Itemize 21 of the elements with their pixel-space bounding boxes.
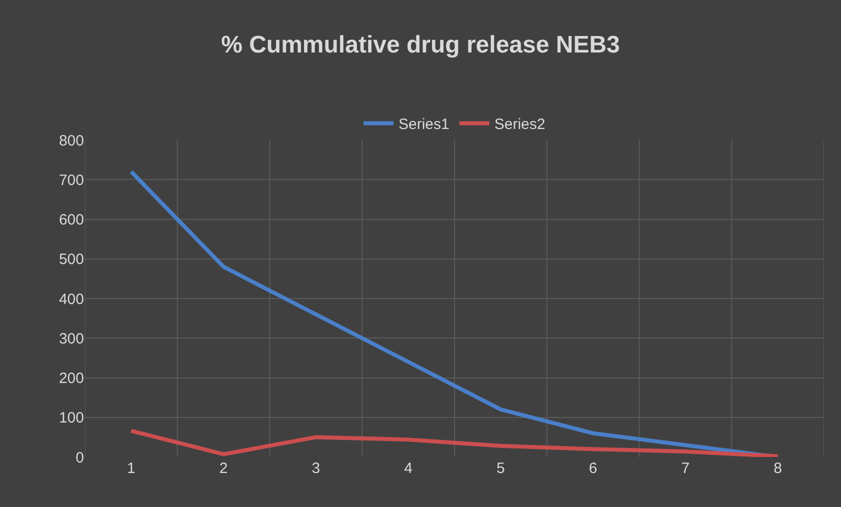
x-tick-label: 1 — [127, 460, 136, 477]
x-tick-label: 5 — [496, 460, 505, 477]
x-tick-label: 4 — [404, 460, 412, 477]
legend-label: Series1 — [398, 116, 450, 134]
y-tick-label: 600 — [58, 212, 84, 228]
x-tick-label: 6 — [588, 460, 598, 477]
x-tick-label: 2 — [219, 460, 228, 477]
x-tick-label: 3 — [312, 460, 320, 477]
chart-title: % Cummulative drug release NEB3 — [221, 31, 620, 58]
y-tick-label: 300 — [58, 330, 84, 348]
y-tick-label: 700 — [58, 172, 84, 189]
y-tick-label: 0 — [76, 449, 84, 466]
x-tick-label: 8 — [774, 460, 782, 477]
y-tick-label: 100 — [58, 410, 84, 427]
y-tick-label: 800 — [58, 132, 84, 150]
x-tick-label: 7 — [681, 460, 690, 477]
line-series — [129, 428, 780, 457]
y-tick-label: 500 — [58, 251, 84, 268]
legend-label: Series2 — [494, 116, 546, 134]
y-tick-label: 400 — [58, 290, 84, 308]
y-tick-label: 200 — [58, 370, 84, 387]
